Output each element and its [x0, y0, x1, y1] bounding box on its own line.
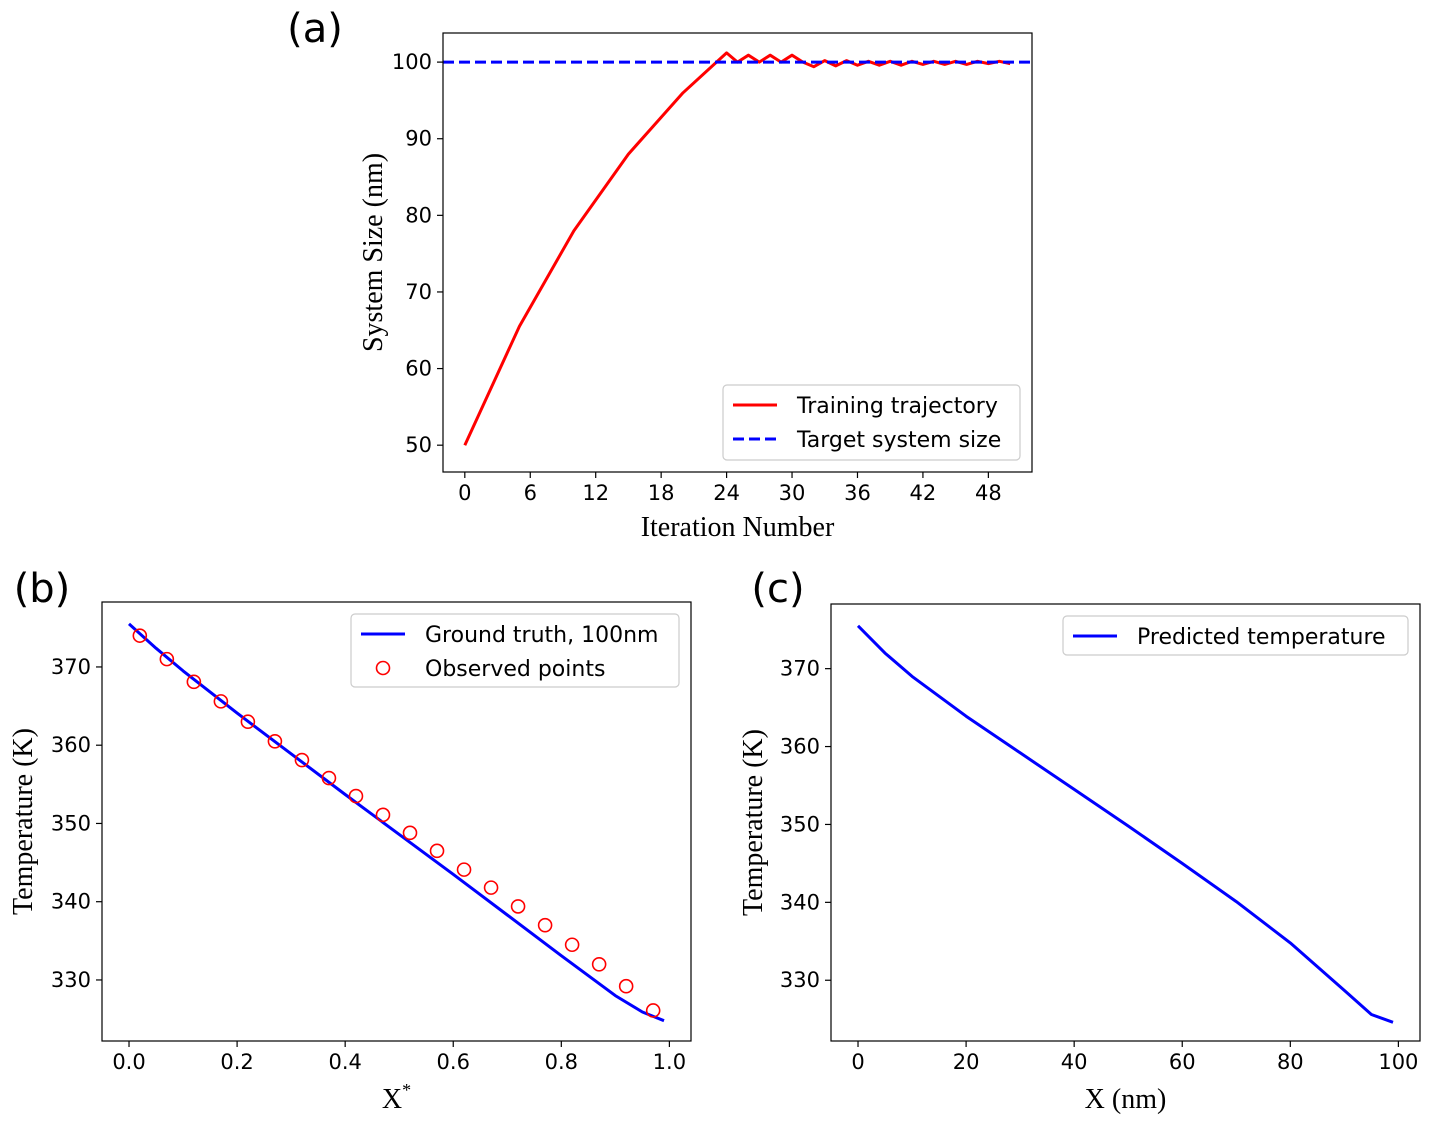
data-point-marker	[537, 917, 553, 933]
data-point-marker	[456, 862, 472, 877]
data-point-marker	[591, 957, 607, 972]
legend-marker	[375, 660, 391, 676]
x-axis-label-superscript: *	[402, 1080, 411, 1100]
chart-panel-2: (c) 0 20 40 60 80 100 330 340 350 360 370 X (nm) Temp…	[738, 566, 1421, 1115]
chart-panel-1: (b) 0.0 0.2 0.4 0.6 0.8 1.0 330 340 350 360 370 X* Te…	[8, 566, 692, 1115]
legend: Training trajectory Target system size	[722, 384, 1021, 461]
series-line	[463, 51, 1011, 446]
data-point-marker	[159, 651, 175, 667]
panel-label: (b)	[14, 566, 71, 612]
x-tick-label: 12	[582, 481, 609, 505]
data-point-marker	[213, 694, 229, 709]
legend-box	[1062, 615, 1409, 656]
y-tick-label: 360	[780, 735, 820, 759]
x-tick-label: 60	[1169, 1050, 1196, 1074]
data-point-marker	[564, 937, 580, 953]
data-point-marker	[267, 733, 283, 749]
data-point-marker	[618, 978, 634, 994]
data-point-marker	[510, 899, 526, 914]
x-tick-label: 42	[910, 481, 937, 505]
x-axis-label: X*	[382, 1080, 411, 1115]
x-tick-label: 0	[458, 481, 471, 505]
y-tick-label: 350	[780, 812, 820, 836]
y-tick-label: 340	[51, 890, 91, 914]
x-tick-label: 0	[851, 1050, 864, 1074]
x-tick-label: 20	[953, 1050, 980, 1074]
x-tick-label: 80	[1277, 1050, 1304, 1074]
y-tick-label: 50	[405, 433, 432, 457]
plot-frame	[101, 601, 692, 1042]
data-point-marker	[240, 714, 256, 730]
data-point-marker	[294, 752, 310, 768]
y-tick-label: 360	[51, 733, 91, 757]
x-tick-label: 0.4	[328, 1050, 361, 1074]
data-point-marker	[186, 674, 202, 690]
x-tick-label: 0.0	[112, 1050, 145, 1074]
panel-label: (a)	[287, 6, 343, 52]
data-point-marker	[429, 843, 445, 859]
data-point-marker	[132, 628, 148, 643]
y-tick-label: 330	[51, 968, 91, 992]
x-tick-label: 0.8	[545, 1050, 578, 1074]
legend: Ground truth, 100nm Observed points	[350, 613, 680, 688]
y-axis-label: System Size (nm)	[358, 153, 389, 352]
y-tick-label: 330	[780, 968, 820, 992]
y-axis-label: Temperature (K)	[738, 729, 769, 916]
legend-label: Observed points	[425, 657, 605, 682]
legend-box	[350, 613, 680, 688]
y-tick-label: 100	[392, 50, 432, 74]
plot-frame	[830, 603, 1421, 1042]
y-tick-label: 70	[405, 280, 432, 304]
x-tick-label: 18	[648, 481, 675, 505]
x-tick-label: 30	[779, 481, 806, 505]
x-tick-label: 48	[975, 481, 1002, 505]
data-point-marker	[348, 788, 364, 804]
x-tick-label: 6	[524, 481, 537, 505]
legend-label: Training trajectory	[796, 394, 998, 419]
data-point-marker	[483, 880, 499, 895]
x-axis-label: Iteration Number	[641, 512, 835, 543]
x-tick-label: 40	[1061, 1050, 1088, 1074]
y-tick-label: 370	[780, 657, 820, 681]
legend-label: Target system size	[796, 428, 1001, 453]
plot-frame	[442, 32, 1033, 473]
y-tick-label: 60	[405, 357, 432, 381]
data-point-marker	[321, 770, 337, 786]
y-tick-label: 80	[405, 203, 432, 227]
y-tick-label: 340	[780, 890, 820, 914]
y-tick-label: 350	[51, 811, 91, 835]
data-point-marker	[402, 825, 418, 841]
panel-label: (c)	[751, 566, 804, 612]
legend-label: Predicted temperature	[1137, 625, 1386, 650]
x-tick-label: 36	[844, 481, 871, 505]
data-point-marker	[645, 1003, 661, 1018]
legend-box	[722, 384, 1021, 461]
y-tick-label: 90	[405, 127, 432, 151]
data-point-marker	[375, 807, 391, 823]
chart-panel-0: (a) 0 6 12 18 24 30 36 42 48 50 60 70 80 90 100 Iteratio…	[287, 6, 1033, 543]
y-tick-label: 370	[51, 655, 91, 679]
x-tick-label: 100	[1378, 1050, 1418, 1074]
x-tick-label: 0.6	[437, 1050, 470, 1074]
x-tick-label: 24	[713, 481, 740, 505]
series-line	[127, 622, 665, 1023]
series-line	[856, 624, 1394, 1024]
x-tick-label: 0.2	[220, 1050, 253, 1074]
legend-label: Ground truth, 100nm	[425, 623, 658, 648]
y-axis-label: Temperature (K)	[8, 728, 39, 915]
x-tick-label: 1.0	[653, 1050, 686, 1074]
legend: Predicted temperature	[1062, 615, 1409, 656]
x-axis-label: X (nm)	[1085, 1084, 1167, 1115]
